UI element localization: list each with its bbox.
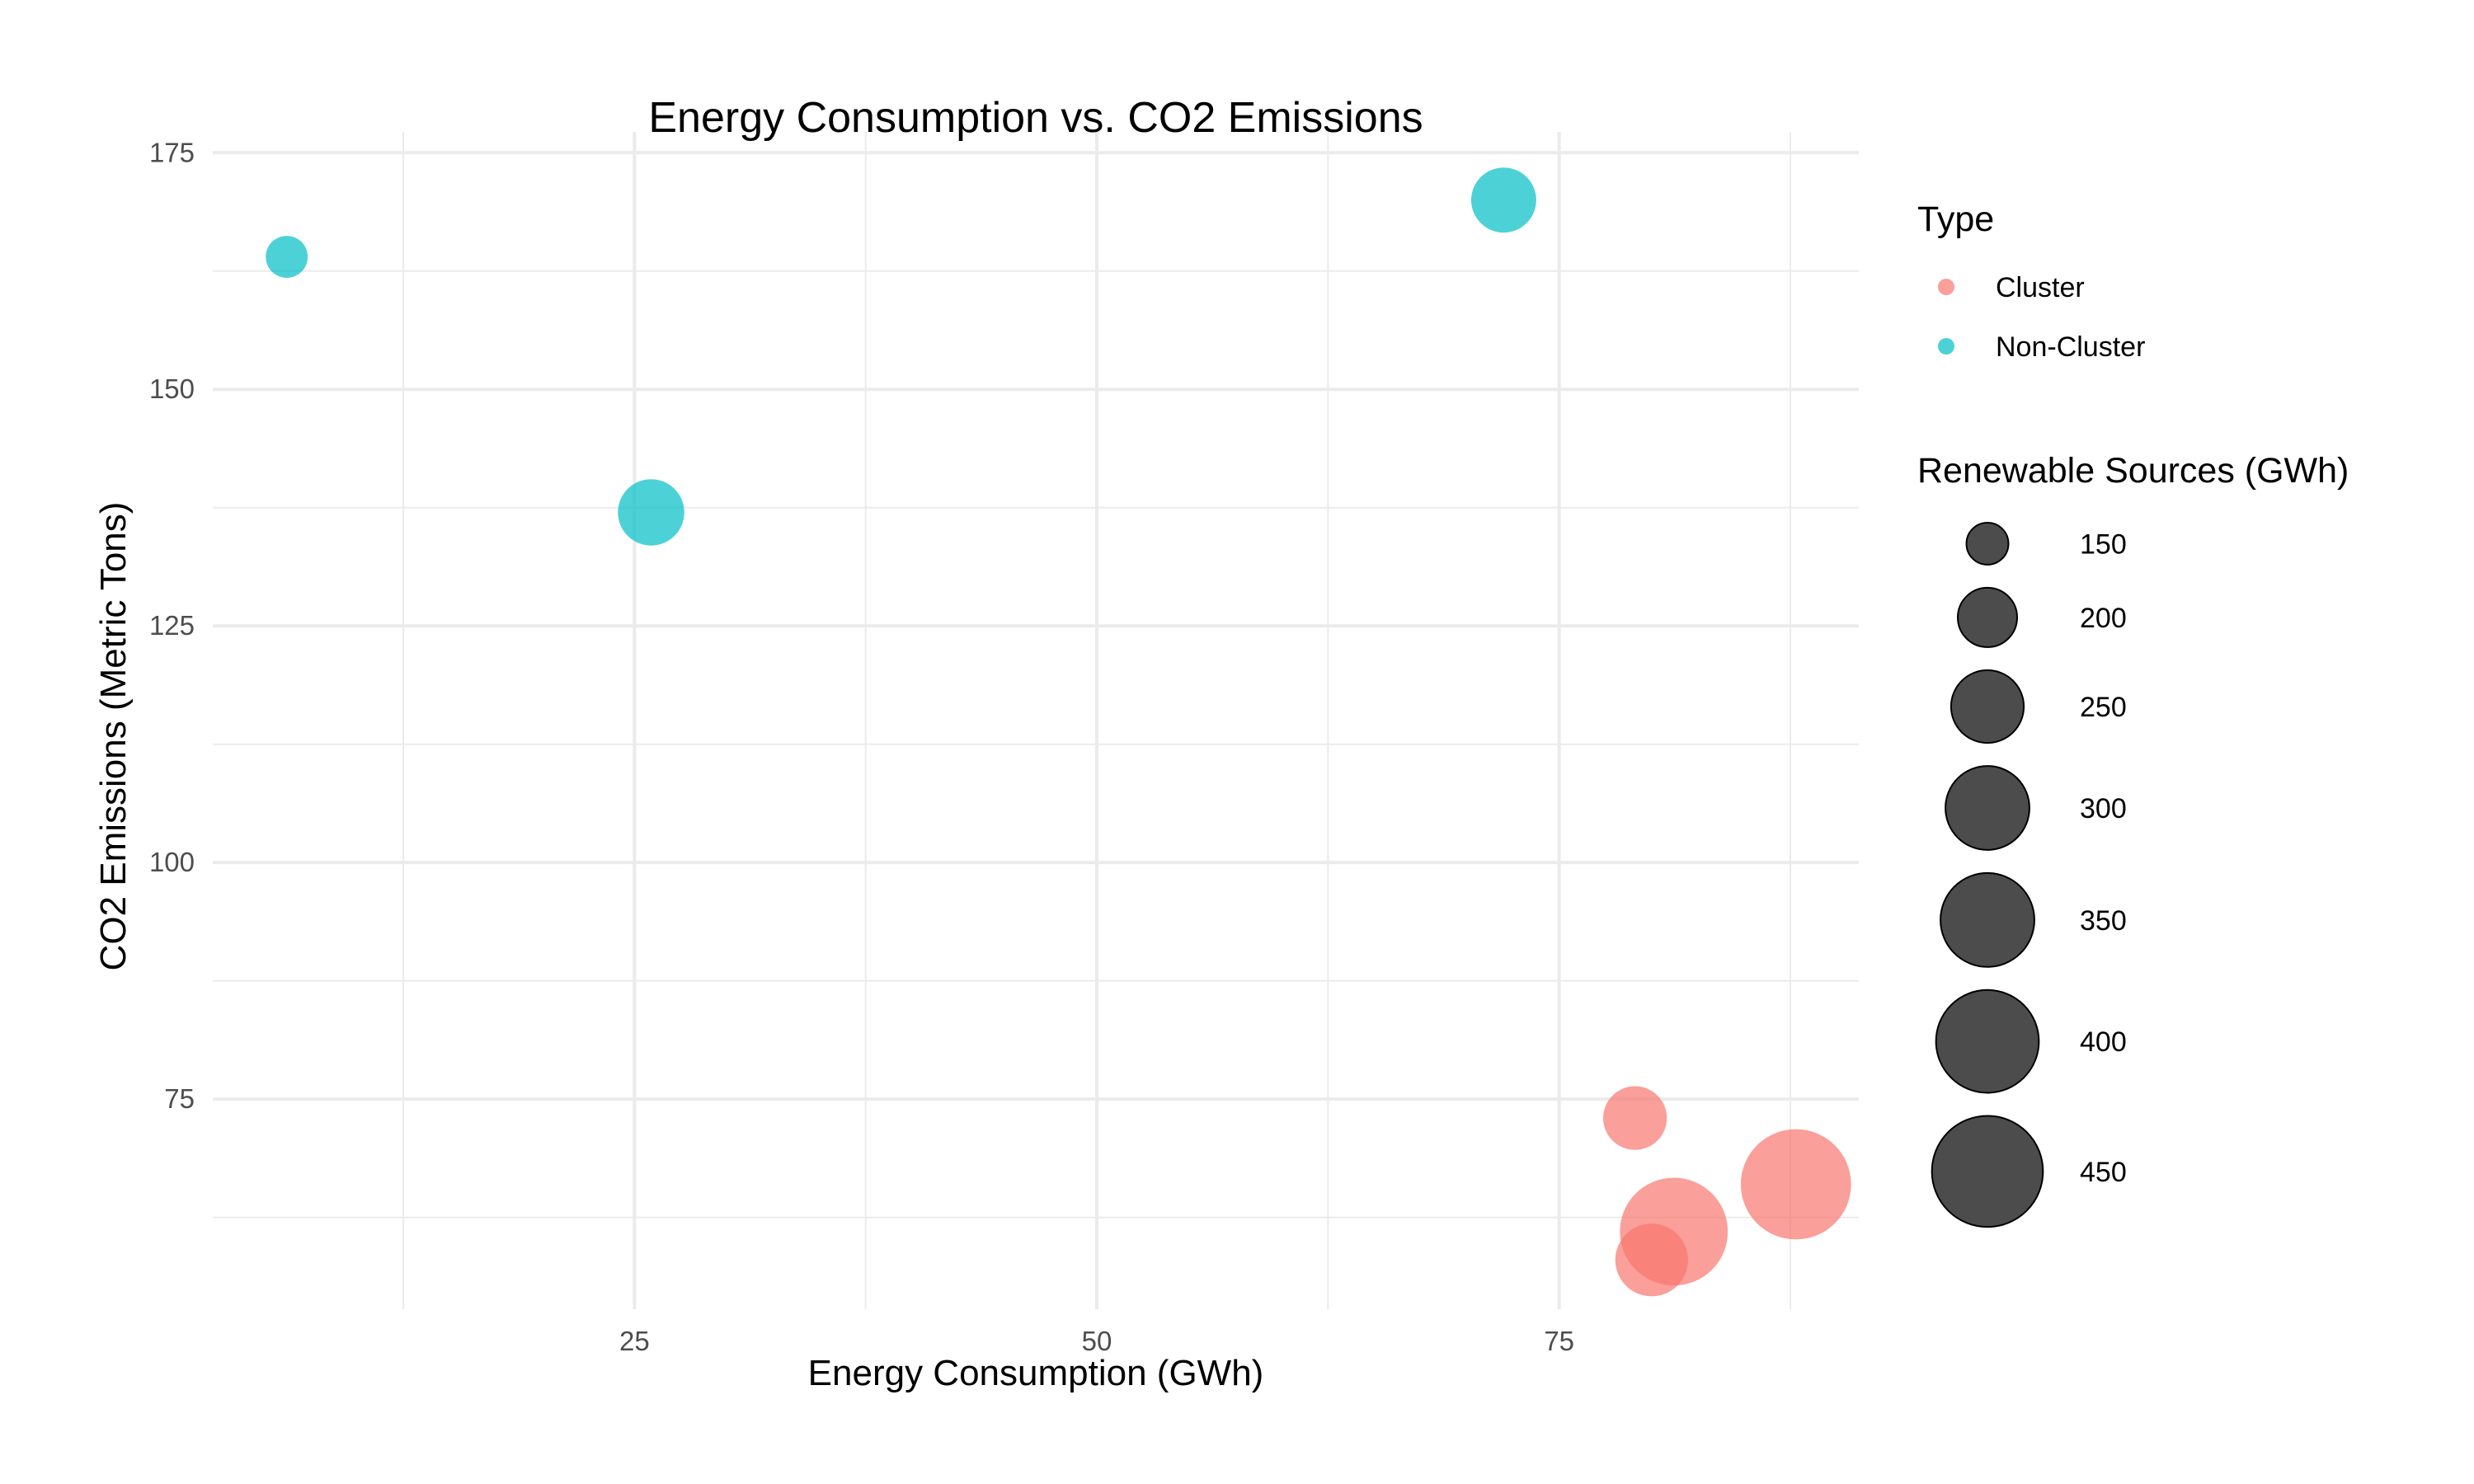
x-tick-label: 50 <box>1082 1326 1112 1356</box>
data-point-non-cluster <box>266 236 308 278</box>
size-legend-key <box>1965 522 2010 566</box>
size-legend-key <box>1945 765 2030 851</box>
x-tick-label: 75 <box>1544 1326 1574 1356</box>
data-point-non-cluster <box>618 479 684 546</box>
legend-key-non-cluster <box>1938 338 1954 355</box>
data-point-cluster <box>1740 1129 1851 1240</box>
size-legend-key <box>1931 1115 2044 1228</box>
legend-key-cluster <box>1938 279 1954 295</box>
size-legend-key <box>1950 669 2025 744</box>
y-axis-title: CO2 Emissions (Metric Tons) <box>93 502 134 971</box>
size-legend-label: 150 <box>2080 528 2127 560</box>
color-legend-title: Type <box>1917 200 1994 239</box>
size-legend-label: 250 <box>2080 692 2127 723</box>
size-legend-label: 200 <box>2080 603 2127 634</box>
point-layer <box>266 167 1851 1297</box>
x-axis-title: Energy Consumption (GWh) <box>808 1353 1264 1393</box>
size-legend-label: 300 <box>2080 793 2127 824</box>
data-point-non-cluster <box>1470 167 1536 233</box>
chart-title: Energy Consumption vs. CO2 Emissions <box>648 94 1423 142</box>
size-legend-title: Renewable Sources (GWh) <box>1917 451 2349 491</box>
color-legend: Type Cluster Non-Cluster <box>1917 200 2145 363</box>
grid-layer <box>213 132 1859 1309</box>
size-legend-label: 400 <box>2080 1026 2127 1058</box>
size-legend-key <box>1935 989 2040 1094</box>
tick-layer: 25 50 75 75 100 125 150 175 <box>149 137 1574 1356</box>
legend-label-cluster: Cluster <box>1996 272 2085 303</box>
size-legend: Renewable Sources (GWh) 150 200 250 300 350 4… <box>1917 451 2349 1228</box>
size-legend-key <box>1957 586 2018 648</box>
y-tick-label: 150 <box>149 373 195 404</box>
x-tick-label: 25 <box>619 1326 650 1356</box>
size-legend-key <box>1940 871 2035 968</box>
y-tick-label: 175 <box>149 137 195 167</box>
size-legend-label: 450 <box>2080 1157 2127 1188</box>
legend-label-non-cluster: Non-Cluster <box>1996 331 2145 363</box>
size-legend-label: 350 <box>2080 905 2127 937</box>
y-tick-label: 100 <box>149 847 195 877</box>
y-tick-label: 125 <box>149 610 195 641</box>
y-tick-label: 75 <box>164 1083 195 1114</box>
data-point-cluster <box>1603 1086 1667 1150</box>
data-point-cluster <box>1615 1223 1688 1297</box>
